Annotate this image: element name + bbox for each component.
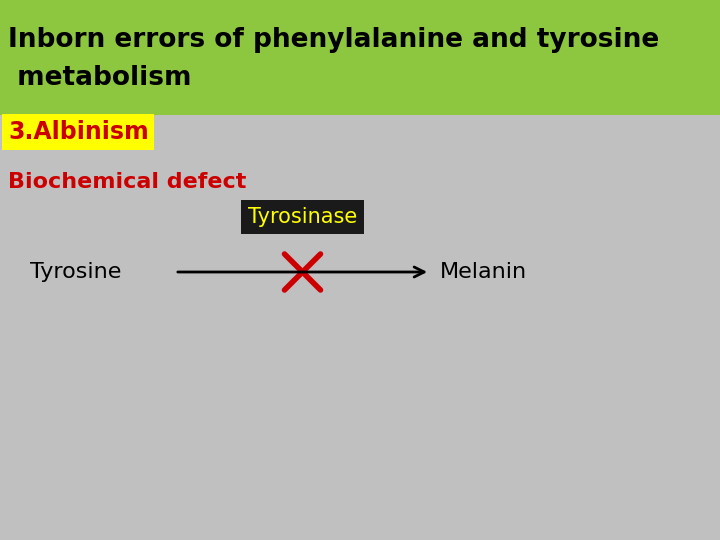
Text: Melanin: Melanin xyxy=(440,262,527,282)
Text: Inborn errors of phenylalanine and tyrosine: Inborn errors of phenylalanine and tyros… xyxy=(8,27,660,53)
Text: Tyrosine: Tyrosine xyxy=(30,262,122,282)
Text: 3.Albinism: 3.Albinism xyxy=(8,120,149,144)
Text: Tyrosinase: Tyrosinase xyxy=(248,207,357,227)
Text: Biochemical defect: Biochemical defect xyxy=(8,172,246,192)
Text: metabolism: metabolism xyxy=(8,65,192,91)
Bar xyxy=(0,0,720,115)
